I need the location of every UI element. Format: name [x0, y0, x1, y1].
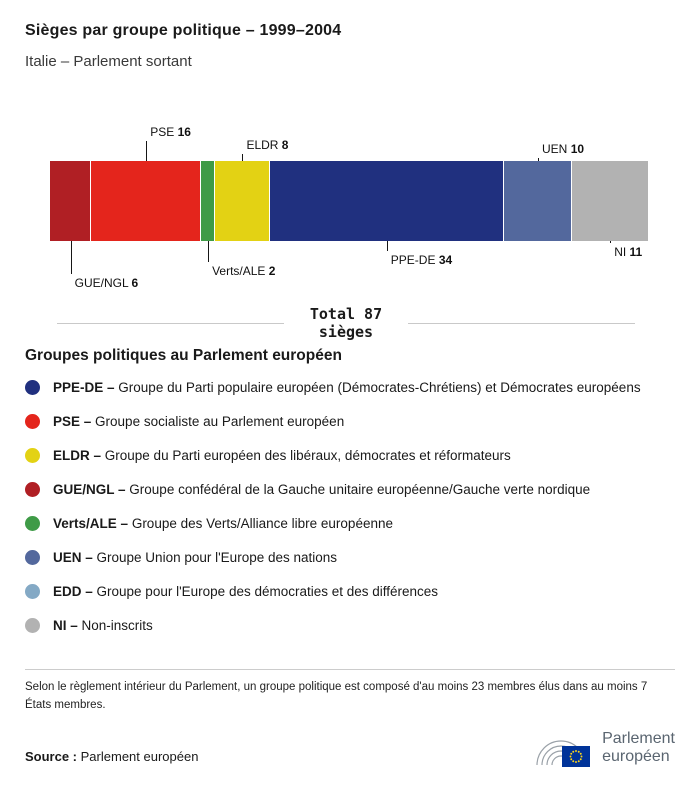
bar-segment-eldr — [214, 161, 270, 241]
divider-line-left — [57, 323, 284, 325]
legend-item-text: PSE – Groupe socialiste au Parlement eur… — [53, 414, 344, 429]
legend-item-uen: UEN – Groupe Union pour l'Europe des nat… — [25, 550, 675, 566]
callout-line-verts-ale — [208, 241, 210, 262]
legend-color-dot — [25, 414, 40, 430]
total-line-2: sièges — [318, 322, 374, 341]
legend-item-text: UEN – Groupe Union pour l'Europe des nat… — [53, 550, 337, 565]
source-value: Parlement européen — [80, 749, 199, 764]
divider-line-right — [408, 323, 635, 325]
legend-item-text: GUE/NGL – Groupe confédéral de la Gauche… — [53, 482, 590, 497]
legend-abbr: NI – — [53, 618, 78, 634]
legend-item-text: EDD – Groupe pour l'Europe des démocrati… — [53, 584, 438, 599]
logo-wordmark: Parlement européen — [602, 730, 675, 766]
legend-color-dot — [25, 516, 40, 532]
legend-abbr: PPE-DE – — [53, 380, 115, 396]
legend-desc: Groupe des Verts/Alliance libre européen… — [131, 516, 393, 532]
callout-line-eldr — [242, 154, 244, 161]
bar-segment-ppe-de — [269, 161, 504, 241]
legend-abbr: EDD – — [53, 584, 93, 600]
footnote-text: Selon le règlement intérieur du Parlemen… — [25, 681, 648, 712]
footnote-divider — [25, 669, 675, 671]
callout-line-ppe-de — [386, 241, 388, 251]
page-title: Sièges par groupe politique – 1999–2004 — [25, 22, 342, 39]
bar-segment-uen — [503, 161, 573, 241]
legend-abbr: GUE/NGL – — [53, 482, 126, 498]
source-label: Source : — [25, 749, 78, 764]
bar-label-uen: UEN 10 — [542, 142, 585, 156]
bar-segment-pse — [91, 161, 202, 241]
legend-color-dot — [25, 448, 40, 464]
logo-word-1: Parlement — [602, 729, 675, 747]
legend-color-dot — [25, 482, 40, 498]
legend-item-text: ELDR – Groupe du Parti européen des libé… — [53, 448, 511, 463]
legend-color-dot — [25, 550, 40, 566]
legend: PPE-DE – Groupe du Parti populaire europ… — [25, 380, 675, 634]
legend-abbr: PSE – — [53, 414, 92, 430]
total-divider: Total 87 sièges — [57, 305, 635, 341]
footer: Source : Parlement européen — [25, 725, 675, 770]
legend-item-pse: PSE – Groupe socialiste au Parlement eur… — [25, 414, 675, 430]
seats-stacked-bar-chart: GUE/NGL 6 PSE 16 Verts/ALE 2 ELDR 8 PPE-DE 3… — [50, 116, 648, 294]
total-seats-label: Total 87 sièges — [284, 305, 408, 341]
bar-segment-ni — [572, 161, 648, 241]
legend-desc: Non-inscrits — [81, 618, 153, 634]
legend-item-gue-ngl: GUE/NGL – Groupe confédéral de la Gauche… — [25, 482, 675, 498]
legend-abbr: Verts/ALE – — [53, 516, 129, 532]
source-line: Source : Parlement européen — [25, 749, 198, 764]
callout-line-pse — [146, 141, 148, 161]
legend-item-eldr: ELDR – Groupe du Parti européen des libé… — [25, 448, 675, 464]
legend-desc: Groupe socialiste au Parlement européen — [95, 414, 345, 430]
legend-item-ppe-de: PPE-DE – Groupe du Parti populaire europ… — [25, 380, 675, 396]
legend-desc: Groupe confédéral de la Gauche unitaire … — [129, 482, 591, 498]
callout-line-gue-ngl — [70, 241, 72, 274]
stacked-bar — [50, 161, 648, 241]
logo-word-2: européen — [602, 747, 670, 765]
bar-label-verts-ale: Verts/ALE 2 — [212, 264, 276, 278]
legend-item-ni: NI – Non-inscrits — [25, 618, 675, 634]
legend-abbr: UEN – — [53, 550, 93, 566]
bar-segment-verts-ale — [201, 161, 215, 241]
european-parliament-logo: Parlement européen — [535, 725, 675, 770]
hemicycle-eu-flag-icon — [536, 740, 591, 767]
bar-label-ni: NI 11 — [614, 245, 643, 259]
legend-title: Groupes politiques au Parlement européen — [25, 347, 342, 365]
legend-desc: Groupe du Parti populaire européen (Démo… — [118, 380, 641, 396]
legend-desc: Groupe pour l'Europe des démocraties et … — [96, 584, 439, 600]
total-line-1: Total 87 — [309, 305, 383, 323]
bar-segment-gue-ngl — [50, 161, 92, 241]
bar-label-pse: PSE 16 — [150, 125, 191, 139]
legend-color-dot — [25, 380, 40, 396]
legend-item-text: PPE-DE – Groupe du Parti populaire europ… — [53, 380, 641, 395]
callout-line-uen — [538, 158, 540, 161]
bar-label-gue-ngl: GUE/NGL 6 — [74, 276, 139, 290]
legend-item-text: NI – Non-inscrits — [53, 618, 153, 633]
legend-item-edd: EDD – Groupe pour l'Europe des démocrati… — [25, 584, 675, 600]
legend-item-verts-ale: Verts/ALE – Groupe des Verts/Alliance li… — [25, 516, 675, 532]
legend-abbr: ELDR – — [53, 448, 102, 464]
legend-color-dot — [25, 584, 40, 600]
legend-desc: Groupe Union pour l'Europe des nations — [96, 550, 338, 566]
legend-color-dot — [25, 618, 40, 634]
bar-label-ppe-de: PPE-DE 34 — [390, 253, 453, 267]
page-subtitle: Italie – Parlement sortant — [25, 53, 192, 70]
legend-desc: Groupe du Parti européen des libéraux, d… — [104, 448, 511, 464]
bar-label-eldr: ELDR 8 — [246, 138, 289, 152]
legend-item-text: Verts/ALE – Groupe des Verts/Alliance li… — [53, 516, 393, 531]
callout-line-ni — [610, 241, 612, 243]
